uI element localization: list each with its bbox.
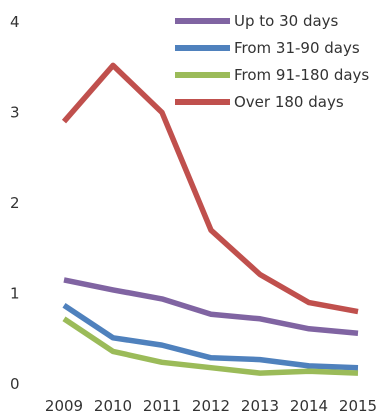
y-tick-label: 1 (10, 285, 20, 303)
y-tick-label: 4 (10, 13, 20, 31)
y-axis-ticks: 0 1 2 3 4 (10, 13, 20, 393)
x-tick-label: 2012 (192, 397, 230, 413)
x-tick-label: 2009 (45, 397, 83, 413)
legend-label: Up to 30 days (234, 12, 339, 30)
y-tick-label: 2 (10, 194, 20, 212)
legend-label: Over 180 days (234, 93, 344, 111)
legend: Up to 30 days From 31-90 days From 91-180 … (175, 12, 369, 111)
x-tick-label: 2010 (94, 397, 132, 413)
series-line-4 (61, 62, 359, 315)
x-tick-label: 2013 (241, 397, 279, 413)
series-line-1 (63, 277, 359, 337)
legend-label: From 91-180 days (234, 66, 369, 84)
x-tick-label: 2014 (290, 397, 328, 413)
y-tick-label: 0 (10, 375, 20, 393)
legend-label: From 31-90 days (234, 39, 360, 57)
x-tick-label: 2011 (143, 397, 181, 413)
x-axis-ticks: 2009 2010 2011 2012 2013 2014 2015 (45, 397, 377, 413)
series-lines (61, 62, 359, 376)
series-line-3 (62, 316, 359, 376)
series-line-2 (62, 303, 359, 371)
x-tick-label: 2015 (339, 397, 377, 413)
y-tick-label: 3 (10, 104, 20, 122)
